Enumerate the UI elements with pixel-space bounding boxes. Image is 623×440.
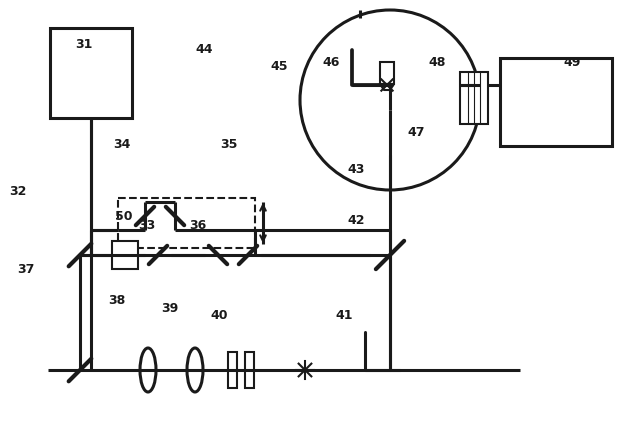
Text: 41: 41	[335, 309, 353, 323]
Bar	[245, 352, 254, 388]
Text: 38: 38	[108, 293, 126, 307]
Text: 46: 46	[323, 56, 340, 69]
Text: 43: 43	[348, 163, 365, 176]
Text: 48: 48	[429, 56, 446, 69]
Text: 44: 44	[196, 43, 213, 56]
Text: 47: 47	[407, 126, 425, 139]
Ellipse shape	[187, 348, 203, 392]
Text: 32: 32	[9, 185, 26, 198]
Text: 37: 37	[17, 263, 35, 276]
Text: 35: 35	[221, 138, 238, 151]
Bar	[118, 198, 255, 248]
Text: 49: 49	[563, 56, 581, 69]
Text: 34: 34	[113, 138, 130, 151]
Ellipse shape	[140, 348, 156, 392]
Bar	[112, 241, 138, 269]
Bar	[460, 72, 488, 124]
Bar	[380, 62, 394, 84]
Text: 45: 45	[270, 60, 288, 73]
Bar	[50, 28, 132, 118]
Text: 40: 40	[211, 309, 228, 323]
Text: 31: 31	[75, 37, 93, 51]
Bar	[228, 352, 237, 388]
Bar	[500, 58, 612, 146]
Text: 36: 36	[189, 219, 207, 232]
Text: 42: 42	[348, 213, 365, 227]
Text: 39: 39	[161, 301, 178, 315]
Text: 50: 50	[115, 210, 132, 223]
Text: 33: 33	[138, 219, 155, 232]
